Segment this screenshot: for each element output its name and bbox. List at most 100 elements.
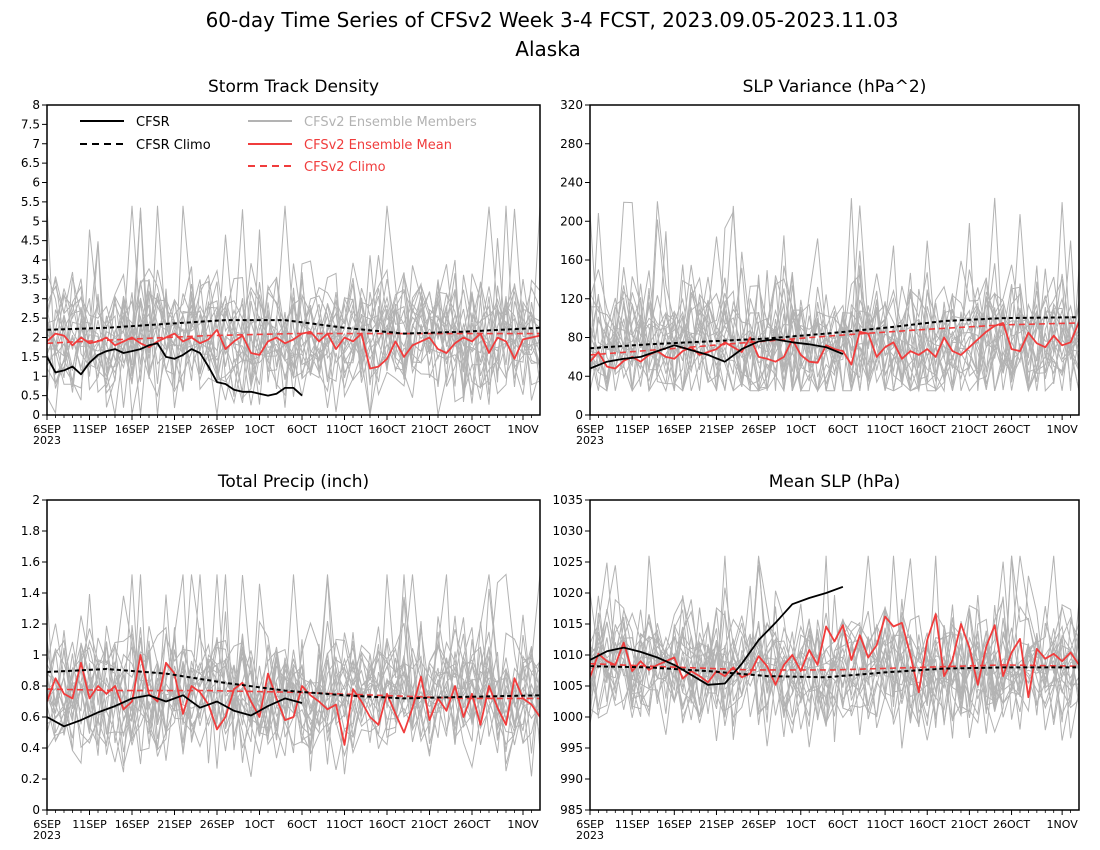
ensemble-member-line: [47, 626, 540, 753]
panel-mean-slp: Mean SLP (hPa) 985 990 995 1000 1005 1010 1015 1…: [552, 472, 1080, 842]
ensemble-member-line: [47, 266, 540, 415]
y-tick-label: 0: [32, 803, 40, 817]
y-tick-label: 1035: [552, 493, 583, 507]
series-line-cfsv2-climo: [590, 662, 1079, 671]
y-tick-label: 320: [560, 98, 583, 112]
y-tick-label: 0.6: [21, 710, 40, 724]
series-line-cfsr: [47, 694, 303, 728]
x-tick-label: 26SEP: [741, 423, 776, 436]
figure-subtitle: Alaska: [515, 37, 580, 61]
y-tick-label: 0: [575, 408, 583, 422]
y-tick-label: 1.4: [21, 586, 40, 600]
x-tick-label: 6SEP: [33, 423, 61, 436]
ensemble-member-line: [47, 574, 540, 765]
y-tick-label: 4: [32, 253, 40, 267]
plot-area-storm-track: [47, 205, 540, 415]
panels-group: Storm Track Density 0 0.5 1 1.5 2 2.5 3 3.5 4 4.5 5…: [21, 77, 1080, 842]
x-tick-label: 21SEP: [157, 423, 192, 436]
y-tick-label: 40: [568, 369, 583, 383]
plot-area-mean-slp: [590, 555, 1079, 749]
y-tick-label: 1030: [552, 524, 583, 538]
series-line-cfsr: [590, 585, 844, 686]
ensemble-member-line: [47, 574, 540, 755]
panel-title-slp-variance: SLP Variance (hPa^2): [743, 77, 927, 97]
y-tick-label: 2: [32, 331, 40, 345]
series-line-cfsr: [590, 338, 844, 370]
panel-title-total-precip: Total Precip (inch): [217, 472, 369, 492]
ensemble-member-line: [590, 585, 1079, 740]
x-tick-label: 21OCT: [411, 818, 448, 831]
x-tick-label: 11SEP: [615, 818, 650, 831]
x-year-label: 2023: [33, 434, 61, 447]
x-year-label: 2023: [576, 829, 604, 842]
legend-label-cfsv2-climo: CFSv2 Climo: [304, 160, 386, 175]
y-tick-label: 7.5: [21, 117, 40, 131]
x-tick-label: 6SEP: [576, 423, 604, 436]
y-tick-label: 3: [32, 292, 40, 306]
y-tick-label: 1: [32, 648, 40, 662]
y-tick-label: 280: [560, 137, 583, 151]
y-tick-label: 8: [32, 98, 40, 112]
ensemble-member-line: [47, 574, 540, 754]
y-tick-label: 0.8: [21, 679, 40, 693]
ensemble-member-line: [590, 265, 1079, 391]
y-tick-label: 240: [560, 176, 583, 190]
ensemble-member-line: [590, 555, 1079, 743]
y-tick-label: 1.8: [21, 524, 40, 538]
x-tick-label: 26OCT: [453, 423, 490, 436]
x-tick-label: 6SEP: [33, 818, 61, 831]
series-line-cfsr-climo: [590, 665, 1079, 679]
x-tick-label: 6OCT: [287, 423, 317, 436]
panel-title-mean-slp: Mean SLP (hPa): [769, 472, 901, 492]
panel-slp-variance: SLP Variance (hPa^2) 0 40 80 120 160 200 240 280…: [560, 77, 1080, 447]
x-tick-label: 16OCT: [368, 423, 405, 436]
x-year-label: 2023: [576, 434, 604, 447]
x-tick-label: 6OCT: [287, 818, 317, 831]
series-line-cfsv2-ensemble-mean: [47, 328, 540, 370]
y-tick-label: 80: [568, 331, 583, 345]
x-tick-label: 21SEP: [699, 423, 734, 436]
ensemble-member-line: [590, 555, 1079, 726]
y-tick-label: 1.2: [21, 617, 40, 631]
ensemble-member-line: [47, 615, 540, 772]
x-tick-label: 6SEP: [576, 818, 604, 831]
y-tick-label: 3.5: [21, 272, 40, 286]
ensemble-member-line: [47, 205, 540, 405]
y-tick-label: 1: [32, 369, 40, 383]
x-tick-label: 11OCT: [867, 818, 904, 831]
ensemble-member-line: [47, 205, 540, 406]
y-tick-label: 985: [560, 803, 583, 817]
y-tick-label: 5.5: [21, 195, 40, 209]
series-line-cfsv2-ensemble-mean: [590, 613, 1079, 699]
x-tick-label: 16OCT: [368, 818, 405, 831]
y-tick-label: 0.2: [21, 772, 40, 786]
x-tick-label: 11OCT: [326, 423, 363, 436]
series-line-cfsr-climo: [590, 316, 1079, 350]
ensemble-member-line: [590, 285, 1079, 393]
x-tick-label: 11SEP: [615, 423, 650, 436]
y-tick-label: 6.5: [21, 156, 40, 170]
figure-title: 60-day Time Series of CFSv2 Week 3-4 FCS…: [206, 8, 899, 32]
axes-frame: [46, 499, 541, 811]
x-tick-label: 11SEP: [72, 818, 107, 831]
x-tick-label: 21OCT: [951, 818, 988, 831]
y-tick-label: 2: [32, 493, 40, 507]
y-tick-label: 0.4: [21, 741, 40, 755]
series-line-cfsr-climo: [47, 668, 540, 700]
y-tick-label: 1025: [552, 555, 583, 569]
x-tick-label: 26OCT: [453, 818, 490, 831]
x-tick-label: 1NOV: [1047, 818, 1079, 831]
plot-area-slp-variance: [590, 197, 1079, 393]
y-tick-label: 4.5: [21, 234, 40, 248]
x-tick-label: 16SEP: [115, 818, 150, 831]
x-tick-label: 11OCT: [867, 423, 904, 436]
x-tick-label: 1NOV: [507, 423, 539, 436]
legend: CFSR CFSR Climo CFSv2 Ensemble Members C…: [80, 115, 477, 175]
x-tick-label: 1OCT: [786, 423, 816, 436]
x-tick-label: 16SEP: [657, 818, 692, 831]
x-tick-label: 26SEP: [200, 423, 235, 436]
ensemble-member-line: [47, 205, 540, 401]
x-tick-label: 26SEP: [200, 818, 235, 831]
y-tick-label: 5: [32, 214, 40, 228]
x-tick-label: 1OCT: [244, 423, 274, 436]
